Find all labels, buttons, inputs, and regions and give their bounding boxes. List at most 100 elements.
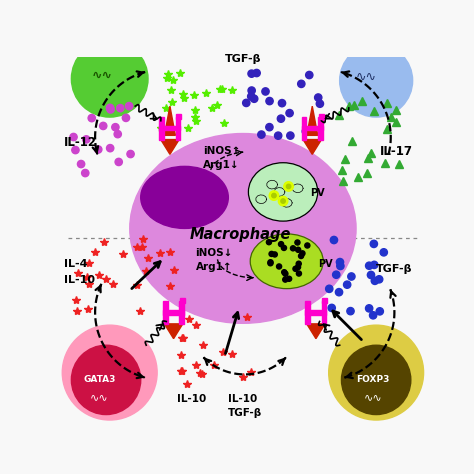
Circle shape — [107, 106, 114, 113]
Circle shape — [283, 277, 288, 282]
Circle shape — [112, 124, 119, 131]
Circle shape — [287, 132, 294, 139]
Circle shape — [269, 251, 274, 256]
Circle shape — [266, 98, 273, 105]
Circle shape — [72, 40, 148, 117]
Circle shape — [262, 88, 269, 95]
Text: IL-12: IL-12 — [64, 137, 97, 149]
FancyBboxPatch shape — [163, 310, 184, 315]
Circle shape — [376, 308, 383, 315]
Circle shape — [72, 146, 79, 154]
Polygon shape — [307, 106, 318, 136]
Circle shape — [95, 146, 102, 153]
Circle shape — [347, 308, 354, 315]
Circle shape — [295, 264, 301, 270]
Text: FOXP3: FOXP3 — [356, 375, 390, 384]
Polygon shape — [164, 324, 183, 338]
Circle shape — [269, 191, 279, 201]
Circle shape — [284, 182, 293, 191]
Circle shape — [127, 150, 134, 158]
Circle shape — [247, 93, 255, 100]
Polygon shape — [303, 139, 321, 155]
Circle shape — [82, 169, 89, 177]
Circle shape — [344, 281, 351, 288]
Circle shape — [243, 99, 250, 107]
Circle shape — [278, 196, 288, 206]
FancyBboxPatch shape — [180, 301, 184, 324]
FancyBboxPatch shape — [302, 117, 306, 139]
FancyBboxPatch shape — [176, 114, 182, 119]
Text: IL-4: IL-4 — [64, 259, 88, 269]
Circle shape — [333, 271, 340, 278]
Polygon shape — [164, 106, 175, 136]
Circle shape — [70, 133, 77, 141]
Circle shape — [306, 72, 313, 79]
Circle shape — [248, 87, 255, 94]
Circle shape — [296, 271, 301, 276]
Circle shape — [62, 325, 157, 420]
Circle shape — [251, 95, 258, 102]
Circle shape — [77, 160, 85, 168]
Circle shape — [100, 122, 107, 129]
Circle shape — [258, 131, 265, 138]
Circle shape — [326, 285, 333, 292]
Circle shape — [367, 271, 374, 279]
Circle shape — [274, 132, 282, 139]
FancyBboxPatch shape — [319, 114, 324, 119]
Ellipse shape — [141, 166, 228, 228]
Circle shape — [117, 104, 124, 112]
Text: IL-10: IL-10 — [64, 275, 95, 285]
FancyBboxPatch shape — [163, 301, 168, 324]
Circle shape — [293, 266, 298, 271]
Circle shape — [348, 273, 355, 280]
Text: TGF-β: TGF-β — [225, 55, 261, 64]
Circle shape — [281, 199, 285, 203]
Circle shape — [272, 252, 277, 257]
Circle shape — [248, 70, 255, 77]
Circle shape — [315, 94, 322, 101]
Text: IL-17: IL-17 — [380, 146, 413, 158]
Circle shape — [316, 100, 324, 108]
Circle shape — [286, 184, 291, 189]
FancyBboxPatch shape — [305, 310, 327, 315]
Circle shape — [287, 276, 292, 282]
Text: iNOS↑: iNOS↑ — [203, 146, 240, 155]
FancyBboxPatch shape — [322, 301, 327, 324]
Circle shape — [328, 325, 424, 420]
Circle shape — [375, 276, 383, 283]
Circle shape — [266, 240, 272, 245]
FancyBboxPatch shape — [302, 126, 323, 130]
Circle shape — [299, 254, 304, 258]
FancyBboxPatch shape — [180, 298, 185, 303]
Circle shape — [286, 109, 293, 117]
Text: IL-10: IL-10 — [177, 394, 207, 404]
Circle shape — [330, 237, 337, 244]
FancyBboxPatch shape — [318, 117, 323, 139]
Text: Arg1↓: Arg1↓ — [203, 160, 239, 170]
Circle shape — [370, 240, 377, 247]
Circle shape — [88, 114, 95, 122]
Circle shape — [336, 289, 343, 296]
Circle shape — [365, 262, 373, 269]
Circle shape — [115, 158, 122, 165]
Text: Macrophage: Macrophage — [190, 228, 292, 242]
Circle shape — [328, 304, 336, 311]
Circle shape — [365, 305, 373, 312]
Circle shape — [126, 102, 133, 110]
Text: PV: PV — [310, 188, 325, 198]
Circle shape — [268, 261, 273, 266]
Ellipse shape — [248, 163, 318, 221]
Circle shape — [295, 240, 300, 245]
Polygon shape — [161, 139, 179, 155]
Circle shape — [106, 104, 114, 111]
Circle shape — [296, 261, 301, 266]
Circle shape — [114, 130, 121, 138]
FancyBboxPatch shape — [305, 301, 310, 324]
Circle shape — [337, 262, 344, 270]
Circle shape — [291, 246, 296, 251]
Circle shape — [300, 251, 305, 256]
Text: ∿∿: ∿∿ — [356, 71, 377, 83]
Circle shape — [279, 242, 283, 246]
Circle shape — [302, 128, 310, 135]
Circle shape — [305, 243, 310, 248]
